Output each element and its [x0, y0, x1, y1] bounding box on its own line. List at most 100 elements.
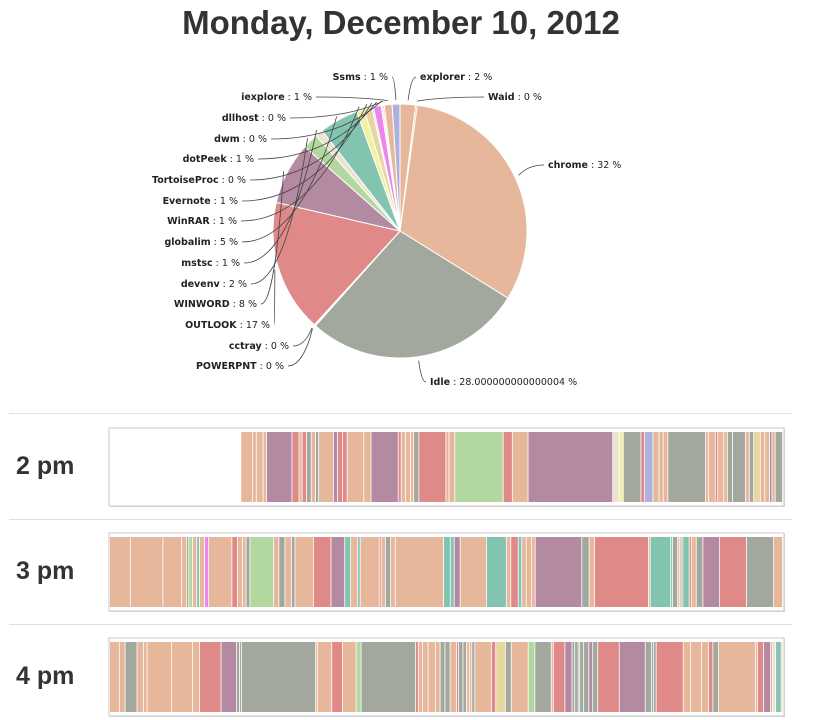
- timeline-segment: [302, 432, 307, 502]
- timeline-segment: [232, 537, 238, 607]
- row-divider: [9, 624, 792, 625]
- timeline-segment: [718, 642, 755, 712]
- timeline-segment: [266, 432, 292, 502]
- timeline-segment: [110, 537, 130, 607]
- timeline-segment: [773, 642, 776, 712]
- timeline-segment: [512, 432, 528, 502]
- timeline-segment: [781, 642, 783, 712]
- timeline-segment: [356, 642, 361, 712]
- pie-label-explorer: explorer : 2 %: [420, 72, 492, 83]
- timeline-segment: [584, 642, 589, 712]
- timeline-segment: [648, 537, 650, 607]
- timeline-2pm: [108, 427, 785, 507]
- leader-line-dllhost: [289, 100, 384, 119]
- timeline-segment: [456, 642, 458, 712]
- timeline-segment: [760, 432, 765, 502]
- timeline-segment: [703, 537, 720, 607]
- timeline-segment: [345, 537, 351, 607]
- timeline-segment: [192, 537, 197, 607]
- timeline-segment: [765, 432, 770, 502]
- timeline-segments: [110, 537, 783, 607]
- hour-label-2pm: 2 pm: [16, 452, 75, 480]
- timeline-segment: [163, 537, 182, 607]
- timeline-segment: [279, 537, 285, 607]
- pie-label-dotpeek: dotPeek : 1 %: [183, 154, 254, 165]
- leader-line-outlook: [273, 269, 276, 326]
- timeline-segment: [241, 432, 253, 502]
- timeline-segment: [197, 537, 200, 607]
- leader-line-iexplore: [315, 96, 388, 101]
- pie-label-devenv: devenv : 2 %: [181, 279, 247, 290]
- timeline-segment: [511, 537, 518, 607]
- timeline-segment: [239, 642, 241, 712]
- timeline-segments: [241, 432, 783, 502]
- timeline-segment: [582, 537, 589, 607]
- timeline-segment: [653, 432, 659, 502]
- timeline-segment: [708, 432, 715, 502]
- timeline-segment: [505, 642, 511, 712]
- timeline-segment: [415, 642, 418, 712]
- leader-line-globalim: [241, 116, 338, 243]
- timeline-segment: [171, 642, 193, 712]
- timeline-segments: [110, 642, 783, 712]
- pie-label-tortoiseproc: TortoiseProc : 0 %: [152, 175, 246, 186]
- leader-line-devenv: [250, 138, 308, 285]
- timeline-segment: [419, 432, 446, 502]
- timeline-segment: [565, 642, 572, 712]
- timeline-segment: [143, 642, 147, 712]
- timeline-segment: [242, 537, 246, 607]
- timeline-segment: [463, 642, 466, 712]
- timeline-segment: [526, 537, 532, 607]
- timeline-segment: [776, 642, 781, 712]
- timeline-segment: [535, 537, 582, 607]
- timeline-segment: [360, 537, 379, 607]
- pie-label-iexplore: iexplore : 1 %: [241, 92, 312, 103]
- timeline-segment: [645, 432, 653, 502]
- timeline-segment: [491, 642, 496, 712]
- timeline-segment: [332, 642, 343, 712]
- timeline-segment: [466, 642, 469, 712]
- timeline-segment: [364, 432, 371, 502]
- pie-slice-outlook: [272, 201, 401, 326]
- timeline-segment: [450, 537, 454, 607]
- timeline-segment: [241, 642, 316, 712]
- timeline-segment: [361, 642, 415, 712]
- timeline-segment: [659, 432, 663, 502]
- timeline-segment: [398, 432, 401, 502]
- timeline-segment: [654, 642, 656, 712]
- pie-label-winrar: WinRAR : 1 %: [167, 216, 237, 227]
- timeline-segment: [689, 537, 691, 607]
- timeline-segment: [445, 642, 450, 712]
- timeline-segment: [137, 642, 144, 712]
- timeline-segment: [613, 432, 619, 502]
- leader-line-dotpeek: [257, 101, 377, 160]
- timeline-segment: [696, 537, 703, 607]
- timeline-segment: [749, 432, 754, 502]
- timeline-segment: [580, 642, 584, 712]
- timeline-segment: [313, 537, 331, 607]
- timeline-segment: [358, 537, 360, 607]
- timeline-segment: [651, 642, 654, 712]
- timeline-segment: [503, 432, 512, 502]
- leader-line-chrome: [518, 164, 545, 176]
- timeline-segment: [713, 642, 719, 712]
- timeline-segment: [395, 537, 444, 607]
- timeline-segment: [518, 537, 522, 607]
- timeline-segment: [469, 642, 472, 712]
- timeline-segment: [250, 537, 274, 607]
- timeline-segment: [683, 537, 689, 607]
- timeline-segment: [650, 537, 671, 607]
- pie-label-dwm: dwm : 0 %: [214, 134, 267, 145]
- timeline-segment: [401, 432, 406, 502]
- timeline-segment: [754, 432, 760, 502]
- timeline-segment: [720, 537, 747, 607]
- timeline-segment: [299, 432, 302, 502]
- timeline-segment: [732, 432, 746, 502]
- timeline-segment: [390, 537, 395, 607]
- pie-slice-ssms: [391, 103, 401, 232]
- timeline-segment: [331, 537, 345, 607]
- leader-line-powerpnt: [287, 328, 313, 367]
- pie-slices: [272, 103, 528, 359]
- timeline-segment: [691, 642, 702, 712]
- timeline-segment: [295, 537, 313, 607]
